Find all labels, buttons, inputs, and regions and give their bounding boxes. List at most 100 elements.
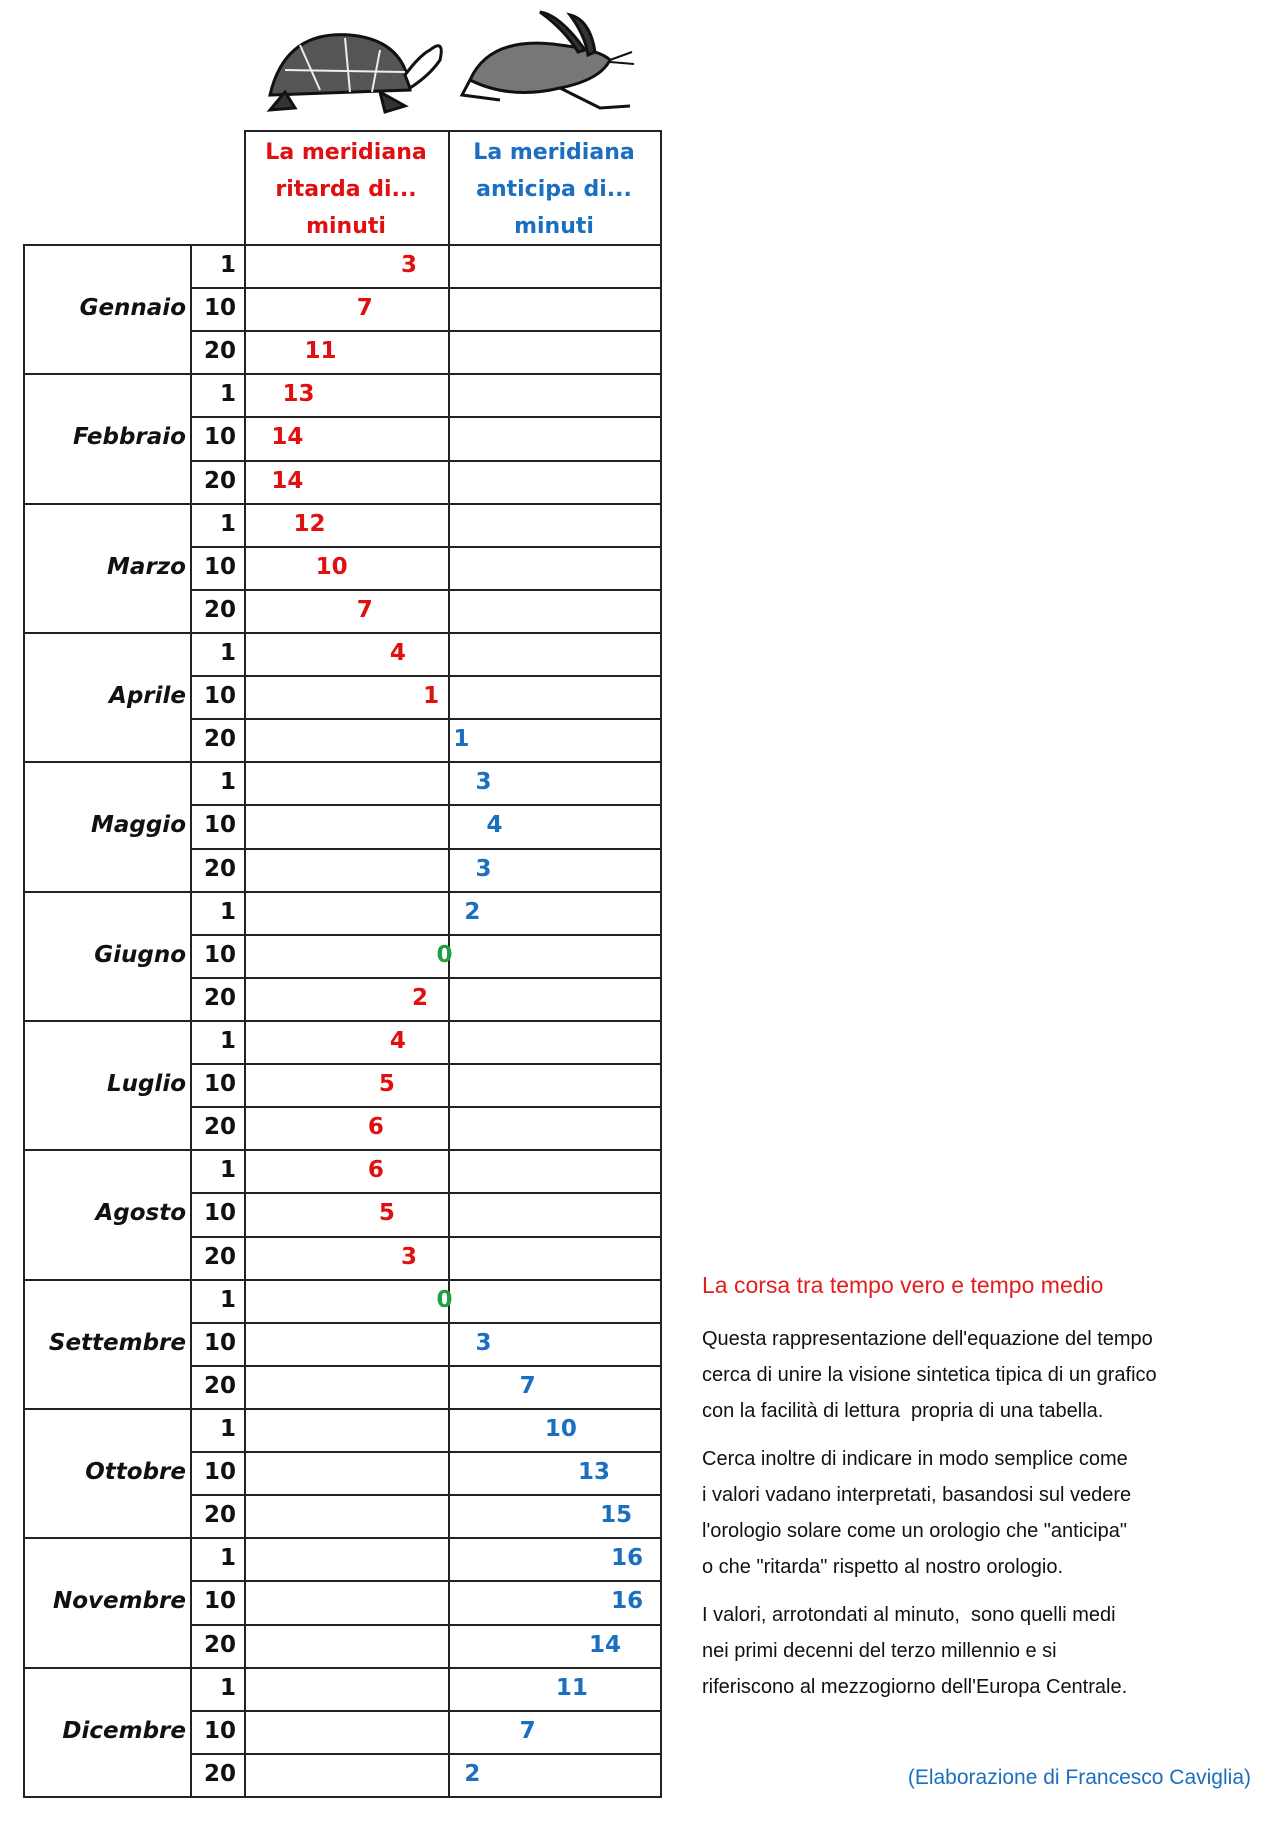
tortoise: [266, 33, 443, 114]
value: 3: [475, 1329, 492, 1356]
day: 10: [203, 424, 236, 451]
notes: La corsa tra tempo vero e tempo medio Qu…: [702, 1272, 1262, 1717]
text-line: o che "ritarda" rispetto al nostro orolo…: [702, 1556, 1064, 1578]
day: 20: [203, 1243, 236, 1270]
border: [190, 1494, 662, 1497]
value: 16: [611, 1588, 644, 1615]
border: [23, 1666, 662, 1669]
header-line: La meridiana: [473, 140, 635, 165]
animals: [266, 10, 635, 114]
border: [190, 1063, 662, 1066]
border: [23, 1278, 662, 1281]
day: 20: [203, 467, 236, 494]
text-line: riferiscono al mezzogiorno dell'Europa C…: [702, 1676, 1128, 1698]
day: 10: [203, 1717, 236, 1744]
day: 1: [219, 510, 236, 537]
month-name: Agosto: [95, 1200, 186, 1227]
header-line: minuti: [306, 214, 386, 239]
value: 4: [389, 639, 406, 666]
month-name: Ottobre: [85, 1459, 186, 1486]
value: 7: [356, 596, 373, 623]
day: 10: [203, 295, 236, 322]
border: [23, 631, 662, 634]
text-line: Questa rappresentazione dell'equazione d…: [702, 1328, 1153, 1350]
month-name: Settembre: [48, 1329, 186, 1356]
value: 4: [389, 1027, 406, 1054]
day: 20: [203, 1502, 236, 1529]
border: [23, 373, 662, 376]
text-line: cerca di unire la visione sintetica tipi…: [702, 1364, 1157, 1386]
border: [190, 1580, 662, 1583]
border: [23, 1149, 662, 1152]
value: 4: [486, 812, 503, 839]
day: 20: [203, 984, 236, 1011]
border: [23, 890, 662, 893]
value: 0: [436, 941, 453, 968]
value: 2: [464, 898, 481, 925]
border: [190, 1106, 662, 1109]
credit: (Elaborazione di Francesco Caviglia): [907, 1766, 1251, 1789]
border: [23, 1795, 662, 1798]
value: 14: [271, 467, 304, 494]
header-line: anticipa di...: [476, 177, 632, 202]
text-line: I valori, arrotondati al minuto, sono qu…: [702, 1604, 1116, 1626]
border: [190, 330, 662, 333]
border: [23, 761, 662, 764]
day: 1: [219, 769, 236, 796]
day: 20: [203, 1114, 236, 1141]
value: 14: [271, 424, 304, 451]
paragraph: Cerca inoltre di indicare in modo sempli…: [702, 1441, 1262, 1585]
day: 1: [219, 1545, 236, 1572]
border: [660, 130, 662, 244]
day: 1: [219, 1415, 236, 1442]
day: 1: [219, 1674, 236, 1701]
border: [190, 804, 662, 807]
value: 3: [400, 1243, 417, 1270]
border: [244, 130, 660, 132]
paragraph: I valori, arrotondati al minuto, sono qu…: [702, 1597, 1262, 1705]
value: 7: [519, 1372, 536, 1399]
value: 5: [378, 1071, 395, 1098]
paragraph: Questa rappresentazione dell'equazione d…: [702, 1321, 1262, 1429]
text-line: nei primi decenni del terzo millennio e …: [702, 1640, 1057, 1662]
border: [190, 459, 662, 462]
border: [190, 1192, 662, 1195]
border: [190, 287, 662, 290]
border: [190, 1321, 662, 1324]
value: 3: [400, 252, 417, 278]
month-name: Febbraio: [72, 424, 186, 451]
border: [190, 1709, 662, 1712]
value: 12: [293, 510, 326, 537]
border: [190, 416, 662, 419]
value: 10: [315, 553, 348, 580]
value: 13: [578, 1459, 611, 1486]
border: [190, 933, 662, 936]
day: 10: [203, 683, 236, 710]
value: 13: [282, 381, 315, 408]
day: 10: [203, 1588, 236, 1615]
month-name: Luglio: [106, 1071, 186, 1098]
day: 1: [219, 252, 236, 278]
month-name: Marzo: [107, 553, 186, 580]
hare: [459, 10, 635, 110]
day: 20: [203, 855, 236, 882]
day: 20: [203, 726, 236, 753]
value: 3: [475, 855, 492, 882]
border: [190, 976, 662, 979]
month-name: Maggio: [90, 812, 186, 839]
text-line: l'orologio solare come un orologio che "…: [702, 1520, 1127, 1542]
month-name: Aprile: [109, 683, 186, 710]
border: [23, 502, 662, 505]
day: 10: [203, 941, 236, 968]
border: [190, 1235, 662, 1238]
text-line: i valori vadano interpretati, basandosi …: [702, 1484, 1132, 1506]
border: [190, 847, 662, 850]
value: 3: [475, 769, 492, 796]
month-name: Dicembre: [62, 1717, 186, 1744]
day: 1: [219, 639, 236, 666]
day: 20: [203, 1372, 236, 1399]
border: [190, 545, 662, 548]
border: [190, 1623, 662, 1626]
day: 1: [219, 1157, 236, 1184]
